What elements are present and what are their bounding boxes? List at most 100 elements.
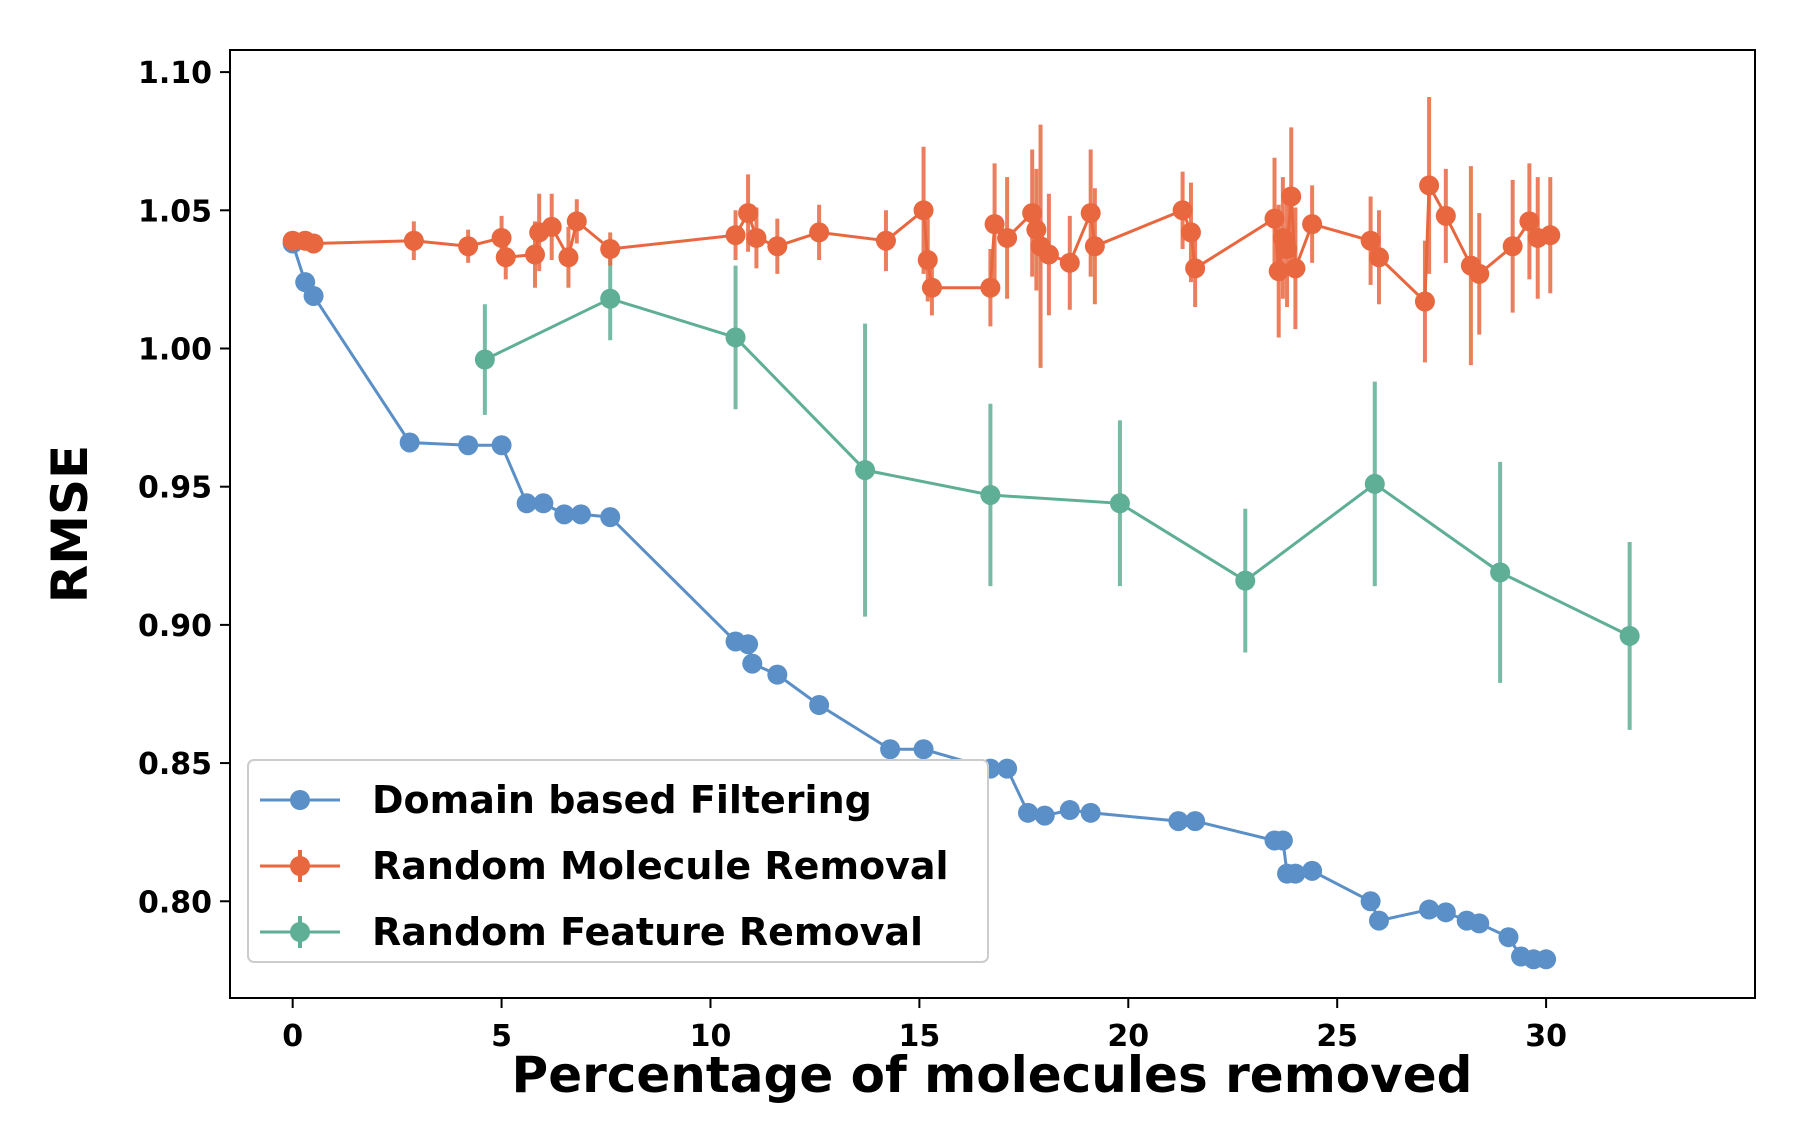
data-point (809, 695, 830, 716)
data-point (491, 435, 512, 456)
x-tick-label: 15 (899, 1019, 941, 1054)
legend-items: Domain based Filtering Random Molecule Re… (260, 778, 949, 954)
data-point (1281, 186, 1302, 207)
y-tick-label: 1.00 (138, 332, 212, 367)
data-point (1084, 236, 1105, 257)
data-point (746, 227, 767, 248)
data-point (1414, 291, 1435, 312)
data-point (875, 230, 896, 251)
data-point (1368, 247, 1389, 268)
data-point (1419, 899, 1440, 920)
data-point (767, 236, 788, 257)
data-point (1490, 562, 1511, 583)
data-point (458, 236, 479, 257)
data-point (1180, 222, 1201, 243)
data-point (1168, 811, 1189, 832)
x-axis-label: Percentage of molecules removed (512, 1046, 1473, 1104)
y-tick-label: 0.80 (138, 885, 212, 920)
plot-series (282, 96, 1640, 970)
legend-marker (290, 856, 310, 876)
data-point (399, 432, 420, 453)
data-point (1235, 570, 1256, 591)
legend-label: Random Feature Removal (372, 910, 923, 954)
data-point (474, 349, 495, 370)
data-point (1540, 225, 1561, 246)
data-point (566, 211, 587, 232)
data-point (1360, 891, 1381, 912)
data-point (917, 250, 938, 271)
data-point (1272, 830, 1293, 851)
data-point (997, 758, 1018, 779)
data-point (725, 225, 746, 246)
y-axis-label: RMSE (41, 445, 99, 603)
axis-ticks: 0 5 10 15 20 25 30 0.80 0.85 0.90 0.95 1.00 1.05 1.10 (138, 56, 1567, 1054)
data-point (725, 327, 746, 348)
data-point (997, 227, 1018, 248)
data-point (558, 247, 579, 268)
data-point (1172, 200, 1193, 221)
data-point (1080, 802, 1101, 823)
y-tick-label: 1.10 (138, 56, 212, 91)
y-tick-label: 0.85 (138, 747, 212, 782)
data-point (1185, 811, 1206, 832)
x-tick-label: 25 (1316, 1019, 1358, 1054)
data-point (855, 460, 876, 481)
data-point (742, 653, 763, 674)
data-point (1302, 860, 1323, 881)
data-point (1018, 802, 1039, 823)
data-point (516, 493, 537, 514)
data-point (1368, 910, 1389, 931)
data-point (738, 634, 759, 655)
data-point (1519, 211, 1540, 232)
data-point (921, 277, 942, 298)
y-tick-label: 0.95 (138, 471, 212, 506)
data-point (1059, 252, 1080, 273)
data-point (1364, 473, 1385, 494)
data-point (303, 233, 324, 254)
x-tick-label: 5 (491, 1019, 512, 1054)
data-point (554, 504, 575, 525)
data-point (1034, 805, 1055, 826)
data-point (1026, 219, 1047, 240)
data-point (1360, 230, 1381, 251)
data-point (570, 504, 591, 525)
data-point (1498, 927, 1519, 948)
data-point (1285, 258, 1306, 279)
data-point (1435, 205, 1456, 226)
x-tick-label: 10 (690, 1019, 732, 1054)
data-point (533, 493, 554, 514)
data-point (458, 435, 479, 456)
data-point (600, 507, 621, 528)
series-2 (474, 257, 1640, 730)
legend-label: Random Molecule Removal (372, 844, 949, 888)
data-point (984, 214, 1005, 235)
data-point (1059, 800, 1080, 821)
data-point (1469, 913, 1490, 934)
series-line (484, 297, 1631, 638)
data-point (1268, 261, 1289, 282)
data-point (913, 739, 934, 760)
x-tick-label: 20 (1107, 1019, 1149, 1054)
data-point (600, 288, 621, 309)
legend-label: Domain based Filtering (372, 778, 872, 822)
data-point (1080, 203, 1101, 224)
plot-frame (229, 49, 1756, 999)
data-point (1285, 863, 1306, 884)
data-point (525, 244, 545, 265)
data-point (1419, 175, 1440, 196)
data-point (403, 230, 424, 251)
y-tick-label: 0.90 (138, 609, 212, 644)
data-point (1264, 208, 1285, 229)
series-0 (282, 233, 1557, 970)
data-point (600, 238, 621, 259)
data-point (1302, 214, 1323, 235)
data-point (1435, 902, 1456, 923)
data-point (980, 277, 1001, 298)
data-point (913, 200, 934, 221)
data-point (1038, 244, 1059, 265)
series-1 (282, 96, 1561, 368)
data-point (1185, 258, 1206, 279)
legend: Domain based Filtering Random Molecule Re… (247, 759, 989, 963)
